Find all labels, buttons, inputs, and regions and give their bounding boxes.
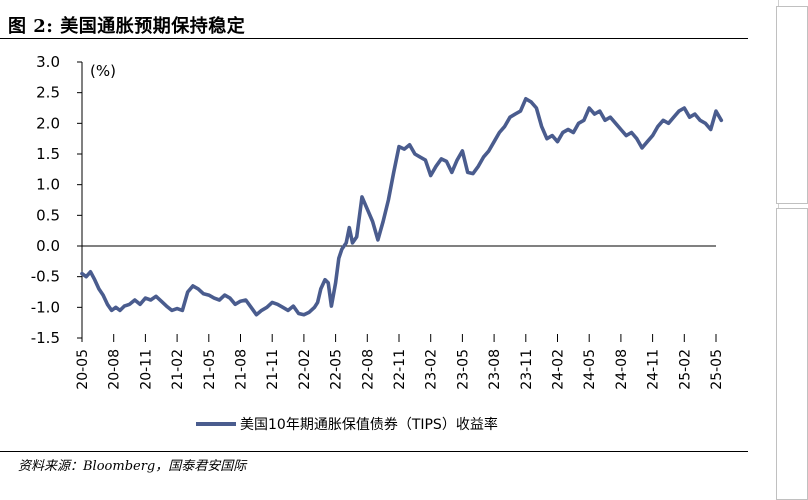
x-tick-label: 22-08	[360, 349, 376, 390]
x-tick-label: 23-02	[424, 349, 440, 390]
title-divider	[0, 38, 748, 39]
x-tick-label: 24-02	[551, 349, 567, 390]
x-tick-label: 20-08	[107, 349, 123, 390]
y-axis-unit-label: (%)	[90, 62, 116, 80]
y-tick-label: -0.5	[31, 268, 60, 286]
footer-divider	[0, 451, 748, 452]
y-axis: 3.0 2.5 2.0 1.5 1.0 0.5 0.0 -0.5 -1.0 -1.5	[31, 53, 83, 347]
x-tick-label: 24-08	[614, 349, 630, 390]
x-tick-label: 22-11	[392, 349, 408, 390]
y-tick-label: -1.5	[31, 329, 60, 347]
x-tick-label: 23-11	[519, 349, 535, 390]
side-panel-box-top	[776, 6, 808, 204]
x-axis: 20-05 20-08 20-11 21-02 21-05 21-08 21-11 22-02…	[75, 334, 725, 390]
x-tick-label: 21-05	[202, 349, 218, 390]
x-tick-label: 21-02	[170, 349, 186, 390]
y-tick-label: 1.0	[36, 176, 60, 194]
series-line-tips-yield	[80, 97, 724, 317]
y-tick-label: 2.5	[36, 84, 60, 102]
x-tick-label: 25-05	[709, 349, 725, 390]
x-tick-label: 21-11	[265, 349, 281, 390]
y-tick-label: -1.0	[31, 298, 60, 316]
x-tick-label: 25-02	[677, 349, 693, 390]
source-note: 资料来源：Bloomberg，国泰君安国际	[18, 459, 247, 474]
y-tick-label: 2.0	[36, 114, 60, 132]
chart-title: 图 2: 美国通胀预期保持稳定	[8, 16, 246, 37]
legend: 美国10年期通胀保值债券（TIPS）收益率	[196, 416, 498, 433]
y-tick-label: 0.0	[36, 237, 60, 255]
x-tick-label: 22-02	[297, 349, 313, 390]
x-tick-label: 21-08	[234, 349, 250, 390]
x-tick-label: 23-08	[487, 349, 503, 390]
x-tick-label: 24-11	[646, 349, 662, 390]
legend-label: 美国10年期通胀保值债券（TIPS）收益率	[240, 416, 498, 433]
x-tick-label: 20-05	[75, 349, 91, 390]
x-tick-label: 23-05	[455, 349, 471, 390]
y-tick-label: 3.0	[36, 53, 60, 71]
y-tick-label: 0.5	[36, 206, 60, 224]
x-tick-label: 24-05	[582, 349, 598, 390]
x-tick-label: 22-05	[329, 349, 345, 390]
y-tick-label: 1.5	[36, 145, 60, 163]
x-tick-label: 20-11	[138, 349, 154, 390]
